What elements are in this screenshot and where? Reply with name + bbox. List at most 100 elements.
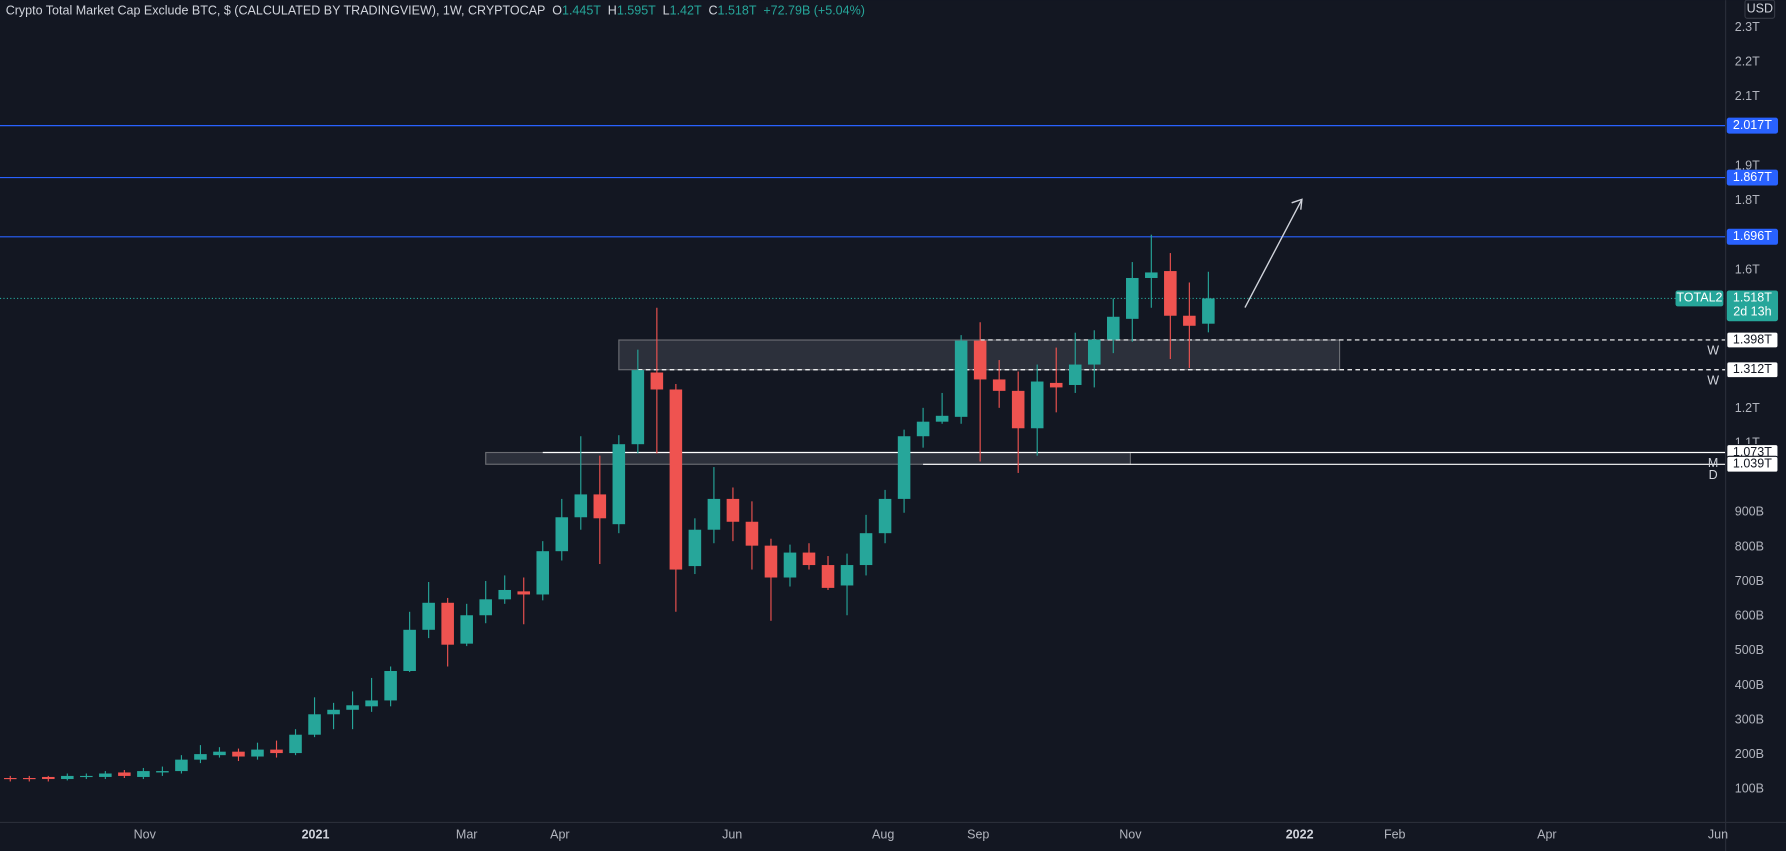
- legend-label: C: [708, 4, 717, 18]
- y-tick-label: 600B: [1735, 609, 1764, 623]
- header: Crypto Total Market Cap Exclude BTC, $ (…: [6, 4, 865, 18]
- candle-body: [308, 714, 321, 735]
- currency-box: [1744, 0, 1776, 19]
- arrow-head: [1291, 198, 1303, 210]
- candle-body: [783, 552, 797, 578]
- y-tick-label: 1.9T: [1735, 158, 1760, 172]
- candle-body: [213, 751, 226, 756]
- symbol-box: [1675, 290, 1724, 307]
- candle-body: [156, 771, 169, 773]
- candle-body: [821, 565, 835, 588]
- candle-body: [840, 565, 854, 586]
- y-tick-label: 1.8T: [1735, 193, 1760, 207]
- candle-body: [403, 629, 416, 672]
- legend-value: 1.42T: [670, 4, 702, 18]
- title: Crypto Total Market Cap Exclude BTC, $ (…: [6, 4, 546, 18]
- price-label-box: [1726, 331, 1779, 349]
- x-tick-label: Feb: [1384, 827, 1406, 841]
- candle-body: [536, 551, 550, 595]
- candle-body: [422, 602, 435, 630]
- level-tag: W: [1707, 373, 1719, 387]
- price-label: 1.073T: [1733, 445, 1772, 459]
- x-tick-label: Nov: [134, 827, 157, 841]
- y-tick-label: 100B: [1735, 782, 1764, 796]
- level-tag: M: [1708, 456, 1718, 470]
- price-label: 1.867T: [1733, 170, 1772, 184]
- price-label: 1.398T: [1733, 332, 1772, 346]
- candle-body: [1183, 315, 1196, 326]
- level-tag: W: [1707, 344, 1719, 358]
- tags: 2.017T 1.867T 1.696T 1.398T W 1.312T W 1.073T M 1…: [1675, 117, 1779, 482]
- candle-body: [1106, 316, 1120, 340]
- candle-body: [460, 615, 473, 644]
- currency: USD: [1747, 1, 1773, 15]
- x-tick-label: Apr: [550, 827, 569, 841]
- candle-body: [327, 709, 340, 715]
- x-tick-label: Jun: [1708, 827, 1728, 841]
- y-tick-label: 2.2T: [1735, 55, 1760, 69]
- level-tag: D: [1709, 468, 1718, 482]
- candle-body: [1145, 272, 1158, 278]
- candle-body: [992, 379, 1006, 391]
- candle-body: [1049, 382, 1063, 388]
- candle-body: [61, 775, 74, 780]
- legend-value: 1.595T: [617, 4, 656, 18]
- y-tick-label: 700B: [1735, 574, 1764, 588]
- candle-body: [935, 415, 949, 422]
- candle-body: [688, 529, 702, 567]
- candle-body: [270, 749, 283, 754]
- y-tick-label: 400B: [1735, 678, 1764, 692]
- candle-body: [441, 602, 454, 645]
- legend-value: 1.445T: [562, 4, 601, 18]
- candle-body: [498, 589, 511, 600]
- y-tick-label: 200B: [1735, 747, 1764, 761]
- candle-body: [23, 777, 36, 780]
- y-tick-label: 1.6T: [1735, 262, 1760, 276]
- levels: [0, 125, 1726, 465]
- last-price-box: [1726, 290, 1779, 322]
- candle-body: [194, 754, 207, 760]
- candle-body: [954, 340, 968, 417]
- x-tick-label: Apr: [1537, 827, 1556, 841]
- candle-body: [593, 494, 607, 519]
- x-tick-label: Mar: [456, 827, 478, 841]
- candle-body: [1202, 298, 1215, 324]
- price-label: 2.017T: [1733, 118, 1772, 132]
- y-tick-label: 2.3T: [1735, 20, 1760, 34]
- x-tick-label: Jun: [722, 827, 742, 841]
- candle-body: [707, 498, 721, 530]
- candle-body: [175, 759, 188, 772]
- candle-body: [479, 599, 492, 616]
- candle-body: [612, 444, 626, 525]
- candle-body: [384, 671, 397, 701]
- last-price-label: 1.518T: [1733, 291, 1772, 305]
- countdown: 2d 13h: [1733, 304, 1771, 318]
- candle-body: [1087, 339, 1101, 365]
- candle-body: [802, 552, 816, 566]
- candles: [3, 234, 1215, 782]
- candle-body: [99, 773, 112, 777]
- price-label: 1.039T: [1733, 457, 1772, 471]
- axes: 2.3T2.2T2.1T1.9T1.8T1.6T1.2T1.1T900B800B…: [134, 20, 1764, 841]
- y-tick-label: 2.1T: [1735, 89, 1760, 103]
- candle-body: [346, 705, 359, 710]
- candle-body: [631, 370, 645, 445]
- candle-body: [878, 498, 892, 534]
- legend-label: H: [608, 4, 617, 18]
- candle-body: [745, 521, 759, 546]
- legend-value: 1.518T: [718, 4, 757, 18]
- x-tick-label: Nov: [1119, 827, 1142, 841]
- x-tick-label: Aug: [872, 827, 894, 841]
- candle-body: [251, 749, 264, 757]
- price-label-box: [1726, 117, 1779, 134]
- y-tick-label: 300B: [1735, 712, 1764, 726]
- candle-body: [42, 776, 55, 780]
- legend-label: O: [552, 4, 562, 18]
- candle-body: [650, 372, 664, 390]
- price-label: 1.696T: [1733, 229, 1772, 243]
- candle-body: [897, 436, 911, 499]
- y-tick-label: 500B: [1735, 643, 1764, 657]
